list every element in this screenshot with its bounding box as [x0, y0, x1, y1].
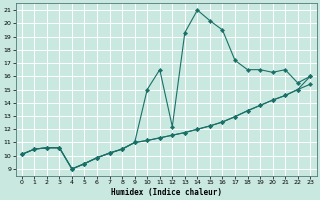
X-axis label: Humidex (Indice chaleur): Humidex (Indice chaleur): [110, 188, 221, 197]
